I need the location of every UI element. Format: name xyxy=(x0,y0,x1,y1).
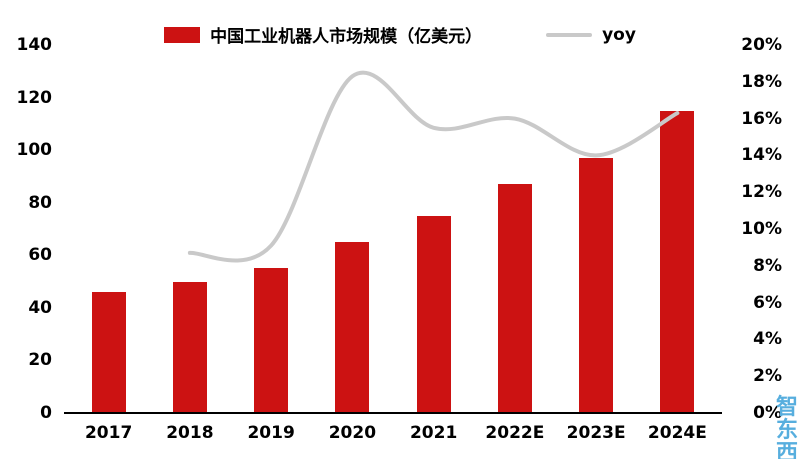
x-label-2021: 2021 xyxy=(409,423,458,443)
right-axis-tick: 18% xyxy=(741,71,782,92)
x-label-2024E: 2024E xyxy=(647,423,707,443)
bar-2023E xyxy=(579,158,614,413)
x-axis-line xyxy=(64,412,722,414)
left-axis: 0 20 40 60 80 100 120 140 xyxy=(0,35,58,423)
yoy-line-path xyxy=(187,70,680,263)
x-label-2017: 2017 xyxy=(84,423,133,443)
left-axis-tick: 120 xyxy=(16,87,53,108)
plot-area xyxy=(68,45,718,413)
bar-2022E xyxy=(497,184,532,413)
watermark: 智东西 xyxy=(775,394,798,459)
right-axis-tick: 2% xyxy=(753,366,782,387)
right-axis-tick: 6% xyxy=(753,292,782,313)
right-axis-tick: 20% xyxy=(741,35,782,55)
left-axis-tick: 80 xyxy=(28,192,52,213)
right-axis: 0% 2% 4% 6% 8% 10% 12% 14% 16% 18% 20% xyxy=(724,35,784,423)
legend: 中国工业机器人市场规模（亿美元） yoy xyxy=(0,22,800,47)
bar-legend-swatch xyxy=(164,26,201,43)
bar-2019 xyxy=(254,268,289,413)
bar-2017 xyxy=(91,292,126,413)
legend-item-bar: 中国工业机器人市场规模（亿美元） xyxy=(164,22,482,47)
line-legend-label: yoy xyxy=(602,24,636,45)
left-axis-tick: 60 xyxy=(28,245,52,266)
x-label-2022E: 2022E xyxy=(485,423,545,443)
left-axis-tick: 40 xyxy=(28,297,52,318)
x-axis: 2017 2018 2019 2020 2021 2022E 2023E 2024E xyxy=(68,423,718,451)
bar-2024E xyxy=(660,110,695,413)
bar-2020 xyxy=(335,242,370,413)
left-axis-tick: 140 xyxy=(16,35,53,55)
right-axis-tick: 8% xyxy=(753,255,782,276)
left-axis-tick: 20 xyxy=(28,350,52,371)
left-axis-tick: 100 xyxy=(16,140,53,161)
right-axis-tick: 0% xyxy=(753,403,782,423)
legend-item-line: yoy xyxy=(546,25,636,45)
x-label-2019: 2019 xyxy=(247,423,295,443)
line-legend-swatch xyxy=(546,32,593,37)
x-label-2023E: 2023E xyxy=(566,423,626,443)
x-label-2020: 2020 xyxy=(328,423,377,443)
right-axis-tick: 14% xyxy=(741,145,782,166)
right-axis-tick: 16% xyxy=(741,108,782,129)
yoy-line xyxy=(187,70,680,263)
left-axis-tick: 0 xyxy=(40,403,52,423)
bar-2021 xyxy=(416,215,451,413)
x-label-2018: 2018 xyxy=(166,423,214,443)
right-axis-tick: 10% xyxy=(741,219,782,239)
right-axis-tick: 12% xyxy=(741,182,782,203)
bar-legend-label: 中国工业机器人市场规模（亿美元） xyxy=(210,27,483,47)
bar-2018 xyxy=(172,281,207,413)
right-axis-tick: 4% xyxy=(753,329,782,350)
